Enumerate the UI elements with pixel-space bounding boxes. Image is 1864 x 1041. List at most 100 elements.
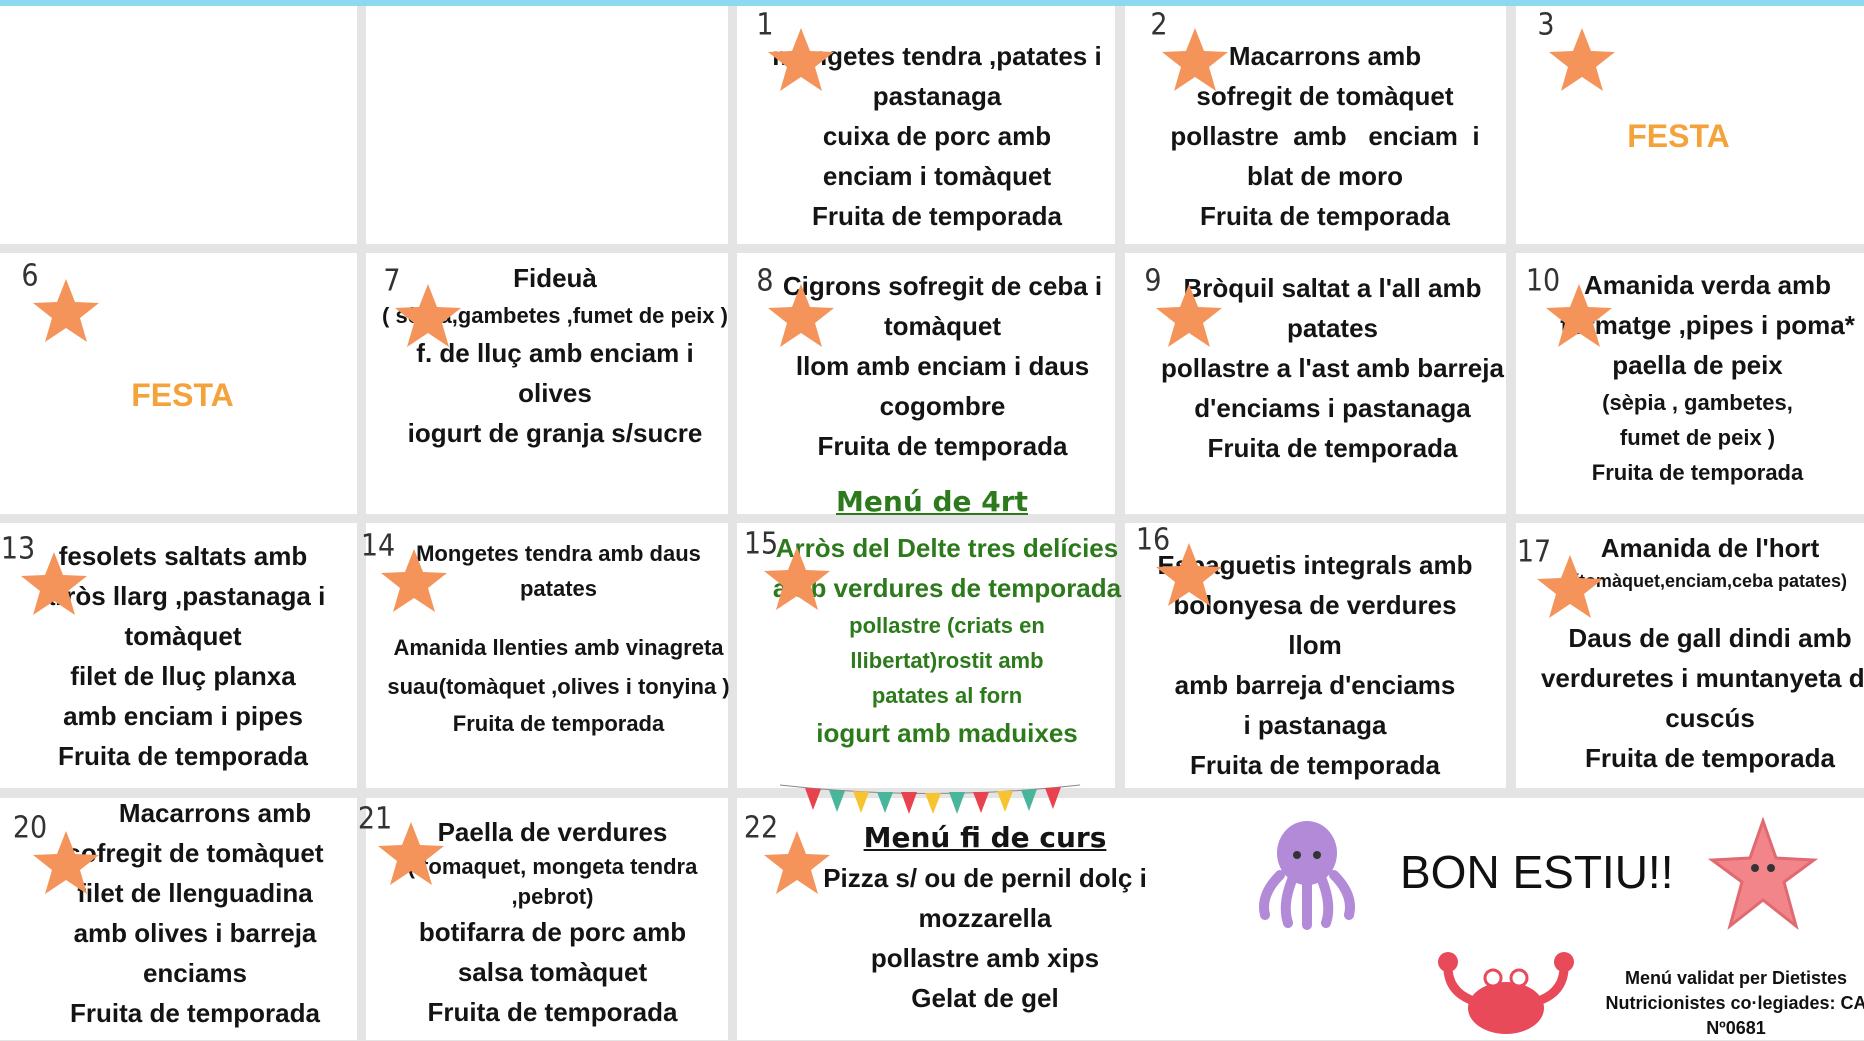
dish: enciam i tomàquet <box>822 161 1052 191</box>
dish: Fruita de temporada <box>427 997 678 1027</box>
note-line: Nº0681 <box>1706 1018 1766 1038</box>
dish: ( tomaquet, mongeta tendra ,pebrot) <box>407 854 698 909</box>
day-star: 6 <box>21 259 66 313</box>
day-number: 9 <box>1144 264 1161 299</box>
day-number: 6 <box>21 259 38 294</box>
menu-heading: Menú de 4rt <box>836 485 1028 518</box>
day-star: 15 <box>744 527 797 581</box>
dish: Gelat de gel <box>911 983 1059 1013</box>
dish: Fruita de temporada <box>58 741 308 771</box>
menu-cell: Amanida de l'hort (tomàquet,enciam,ceba … <box>1530 528 1864 778</box>
validation-note: Menú validat per Dietistes Nutricioniste… <box>1586 966 1864 1041</box>
day-star: 16 <box>1136 523 1189 577</box>
dish: Amanida de l'hort <box>1600 533 1820 563</box>
dish: Daus de gall dindi amb verduretes i munt… <box>1540 623 1864 733</box>
day-star: 8 <box>756 264 801 318</box>
cell-bg <box>366 523 728 788</box>
day-number: 20 <box>13 811 47 846</box>
dish: Fruita de temporada <box>1190 750 1440 780</box>
menu-heading: Menú fi de curs <box>863 821 1107 854</box>
day-star: 20 <box>13 811 66 865</box>
day-star: 14 <box>361 529 414 583</box>
holiday: FESTA <box>1627 118 1730 154</box>
dish: Fruita de temporada <box>1207 433 1458 463</box>
dish: cuixa de porc amb <box>822 121 1052 151</box>
day-number: 21 <box>358 802 392 837</box>
dish: amb enciam i pipes <box>63 701 303 731</box>
dish: filet de llenguadina <box>77 878 313 908</box>
dish: pollastre amb xips <box>870 943 1100 973</box>
dish: Paella de verdures <box>437 817 668 847</box>
day-star: 13 <box>1 532 54 586</box>
day-number: 16 <box>1136 523 1170 558</box>
dish: Macarrons amb <box>118 798 312 828</box>
note-line: Nutricionistes co·legiades: CA <box>1605 993 1864 1013</box>
dish: filet de lluç planxa <box>70 661 296 691</box>
dish: iogurt de granja s/sucre <box>407 418 703 448</box>
dish: Fruita de temporada <box>1200 201 1450 231</box>
dish: (tomàquet,enciam,ceba patates) <box>1572 571 1848 591</box>
dish: Fruita de temporada <box>1591 460 1804 485</box>
day-star: 17 <box>1517 535 1570 589</box>
cell-bg <box>366 798 728 1040</box>
day-number: 10 <box>1526 264 1560 299</box>
menu-cell: Mongetes tendra amb daus patates Amanida… <box>386 536 731 741</box>
day-star: 9 <box>1144 264 1189 318</box>
dish: pastanaga <box>872 81 1002 111</box>
day-number: 1 <box>756 8 773 43</box>
dish: Pizza s/ ou de pernil dolç i mozzarella <box>823 863 1147 933</box>
dish: Fruita de temporada <box>1585 743 1835 773</box>
dish: f. de lluç amb enciam i olives <box>416 338 694 408</box>
menu-cell: mongetes tendra ,patates i pastanaga cui… <box>752 36 1122 236</box>
starfish <box>1708 816 1818 930</box>
menu-cell: Cigrons sofregit de ceba i tomàquet llom… <box>765 266 1120 466</box>
dish: Cigrons sofregit de ceba i tomàquet <box>782 271 1103 341</box>
dish: salsa tomàquet <box>457 957 648 987</box>
bunting <box>779 784 1081 814</box>
cell-bg <box>1516 253 1864 514</box>
menu-cell: Fideuà ( sèpia,gambetes ,fumet de peix )… <box>380 258 730 453</box>
note-line: Menú validat per Dietistes <box>1624 968 1848 988</box>
dish: arròs llarg ,pastanaga i tomàquet <box>40 581 326 651</box>
dish: Fruita de temporada <box>812 201 1062 231</box>
dish: Fruita de temporada <box>70 998 320 1028</box>
dish: llom amb enciam i daus cogombre <box>795 351 1090 421</box>
day-number: 2 <box>1150 8 1167 43</box>
dish: Arròs del Delte tres delícies amb verdur… <box>772 533 1122 603</box>
dish: blat de moro <box>1246 161 1403 191</box>
dish: Mongetes tendra amb daus patates <box>416 541 701 601</box>
dish: Amanida verda amb formatge ,pipes i poma… <box>1560 270 1855 340</box>
day-star: 1 <box>756 8 801 62</box>
holiday: FESTA <box>131 377 234 413</box>
dish: sofregit de tomàquet <box>66 838 324 868</box>
day-number: 8 <box>756 264 773 299</box>
menu-cell: Paella de verdures ( tomaquet, mongeta t… <box>380 812 725 1032</box>
dish: Amanida llenties amb vinagreta suau(tomà… <box>387 635 730 699</box>
cell-bg <box>0 6 357 244</box>
dish: Fruita de temporada <box>817 431 1068 461</box>
menu-cell: Bròquil saltat a l'all amb patates polla… <box>1160 268 1505 468</box>
day-number: 14 <box>361 529 395 564</box>
dish: paella de peix <box>1612 350 1783 380</box>
day-star: 22 <box>744 811 797 865</box>
menu-cell: Menú fi de curs Pizza s/ ou de pernil do… <box>790 818 1180 1018</box>
dish: fesolets saltats amb <box>58 541 308 571</box>
day-number: 17 <box>1517 535 1551 570</box>
dish: botifarra de porc amb <box>418 917 687 947</box>
day-star: 10 <box>1526 264 1579 318</box>
dish: Bròquil saltat a l'all amb patates <box>1183 273 1482 343</box>
octopus <box>1259 821 1355 930</box>
day-number: 15 <box>744 527 778 562</box>
dish: pollastre a l'ast amb barreja d'enciams … <box>1161 353 1504 423</box>
menu-cell: Espaguetis integrals amb bolonyesa de ve… <box>1140 545 1490 785</box>
day-number: 22 <box>744 811 778 846</box>
menu-cell: Amanida verda amb formatge ,pipes i poma… <box>1530 265 1864 490</box>
farewell: BON ESTIU!! <box>1400 846 1674 898</box>
dish: Fruita de temporada <box>452 711 665 736</box>
day-star: 3 <box>1537 8 1582 62</box>
day-star: 2 <box>1150 8 1195 62</box>
cell-bg <box>366 6 728 244</box>
dish: llom <box>1288 630 1342 660</box>
day-number: 7 <box>383 264 400 299</box>
